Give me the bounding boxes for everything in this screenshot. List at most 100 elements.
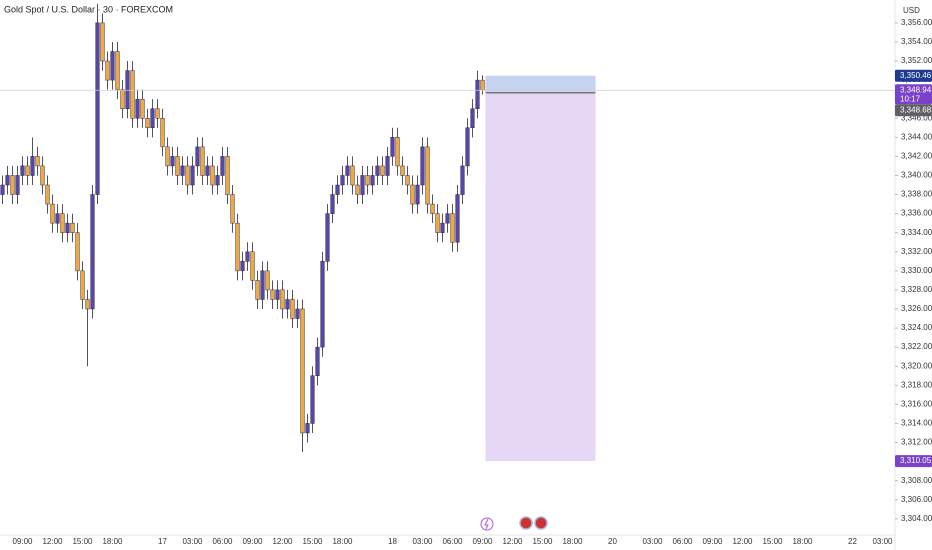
y-tick-label: 3,352.00 <box>901 56 932 65</box>
candle-body <box>40 165 45 186</box>
y-tick-label: 3,340.00 <box>901 171 932 180</box>
candle-body <box>125 70 130 109</box>
price-label: 3,348.94 <box>900 85 932 94</box>
price-label: 3,350.46 <box>900 71 932 80</box>
candle-body <box>70 222 75 233</box>
candle-body <box>420 146 425 186</box>
candle-body <box>250 251 255 281</box>
candle-body <box>480 79 485 91</box>
candle-body <box>170 156 175 167</box>
candle-body <box>270 289 275 300</box>
x-tick-label: 06:00 <box>442 537 463 546</box>
candle-body <box>370 175 375 186</box>
y-tick-label: 3,322.00 <box>901 342 932 351</box>
price-label-bg <box>895 104 932 117</box>
x-tick-label: 18 <box>388 537 397 546</box>
candle-body <box>55 213 60 224</box>
y-tick-label: 3,312.00 <box>901 438 932 447</box>
x-tick-label: 09:00 <box>472 537 493 546</box>
plot <box>0 3 895 462</box>
y-tick-label: 3,330.00 <box>901 266 932 275</box>
x-tick-label: 03:00 <box>872 537 893 546</box>
candle-body <box>285 299 290 310</box>
candle-body <box>350 165 355 186</box>
y-tick-label: 3,346.00 <box>901 113 932 122</box>
candle-body <box>160 118 165 148</box>
x-tick-label: 09:00 <box>242 537 263 546</box>
x-tick-label: 18:00 <box>332 537 353 546</box>
candle-body <box>440 222 445 233</box>
candle-body <box>190 165 195 186</box>
y-tick-label: 3,328.00 <box>901 285 932 294</box>
y-tick-label: 3,326.00 <box>901 304 932 313</box>
candle-body <box>260 270 265 300</box>
candle-body <box>215 175 220 186</box>
event-icon <box>519 516 533 530</box>
candle-body <box>100 22 105 62</box>
candle-body <box>475 79 480 109</box>
x-tick-label: 15:00 <box>72 537 93 546</box>
candle-body <box>45 184 50 205</box>
candle-body <box>310 375 315 424</box>
candle-body <box>405 175 410 186</box>
event-icon <box>480 517 494 531</box>
candle-body <box>10 175 15 195</box>
candle-body <box>65 222 70 233</box>
candle-body <box>415 184 420 205</box>
y-tick-label: 3,318.00 <box>901 380 932 389</box>
candle-body <box>410 184 415 205</box>
candle-body <box>175 156 180 176</box>
candle-body <box>275 289 280 300</box>
candle-body <box>180 165 185 176</box>
x-tick-label: 18:00 <box>562 537 583 546</box>
candle-body <box>395 137 400 167</box>
candle-body <box>345 165 350 176</box>
candle-body <box>80 270 85 300</box>
candle-body <box>465 127 470 167</box>
x-tick-label: 06:00 <box>672 537 693 546</box>
x-tick-label: 15:00 <box>532 537 553 546</box>
candle-body <box>255 280 260 300</box>
x-tick-label: 17 <box>158 537 167 546</box>
candle-body <box>445 213 450 224</box>
candle-body <box>0 184 5 195</box>
candle-body <box>235 222 240 272</box>
candle-body <box>450 213 455 243</box>
candle-body <box>230 194 235 224</box>
x-tick-label: 12:00 <box>732 537 753 546</box>
y-tick-label: 3,356.00 <box>901 18 932 27</box>
price-label-bg <box>895 69 932 82</box>
y-tick-label: 3,342.00 <box>901 152 932 161</box>
x-tick-label: 12:00 <box>272 537 293 546</box>
y-tick-label: 3,316.00 <box>901 399 932 408</box>
chart-title: Gold Spot / U.S. Dollar · 30 · FOREXCOM <box>4 4 173 14</box>
candle-body <box>15 175 20 195</box>
candle-body <box>95 22 100 195</box>
y-tick-label: 3,334.00 <box>901 228 932 237</box>
y-tick-label: 3,308.00 <box>901 476 932 485</box>
candle-body <box>265 270 270 291</box>
candle-body <box>340 175 345 186</box>
candle-body <box>455 194 460 243</box>
candle-body <box>295 308 300 319</box>
event-icon <box>484 518 489 530</box>
price-label-bg <box>895 455 932 468</box>
y-unit: USD <box>903 6 920 15</box>
candle-body <box>240 261 245 272</box>
candle-body <box>390 137 395 157</box>
x-tick-label: 20 <box>608 537 617 546</box>
candle-body <box>300 308 305 434</box>
candle-body <box>245 251 250 262</box>
x-tick-label: 03:00 <box>182 537 203 546</box>
candle-body <box>5 175 10 186</box>
x-tick-label: 12:00 <box>502 537 523 546</box>
y-tick-label: 3,338.00 <box>901 190 932 199</box>
candle-body <box>290 299 295 319</box>
candle-body <box>135 98 140 119</box>
y-tick-label: 3,354.00 <box>901 37 932 46</box>
candle-body <box>435 213 440 233</box>
position-reward-zone <box>485 92 596 462</box>
candle-body <box>425 146 430 205</box>
candle-body <box>105 60 110 81</box>
